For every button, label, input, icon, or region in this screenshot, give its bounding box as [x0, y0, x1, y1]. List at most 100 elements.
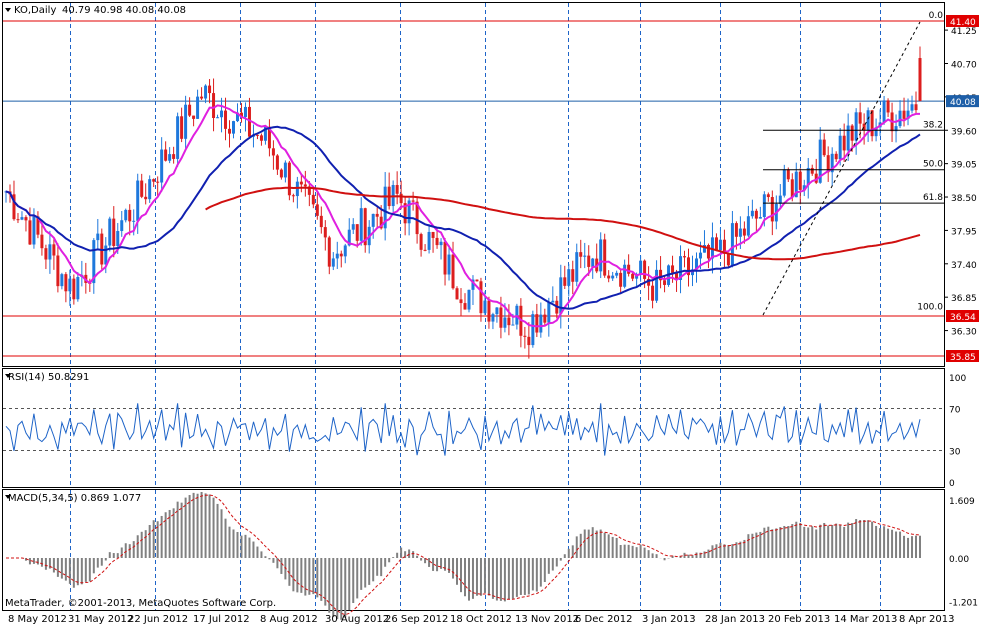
y-tick-label: 38.50 [951, 194, 977, 204]
candle-body [263, 126, 267, 141]
candle-body [918, 58, 922, 102]
candle-body [124, 209, 128, 221]
candle-body [152, 179, 156, 182]
candle-body [818, 139, 822, 183]
candle-body [535, 314, 539, 333]
candle-body [694, 258, 698, 270]
candle-body [882, 100, 886, 123]
candle-body [663, 280, 667, 285]
candle-body [539, 314, 543, 333]
price-panel[interactable] [2, 2, 945, 367]
candle-body [714, 237, 718, 251]
candle-body [48, 244, 52, 260]
candle-body [499, 307, 503, 328]
candle-body [267, 126, 271, 149]
candle-body [427, 231, 431, 250]
macd-tick-label: 1.609 [949, 497, 975, 507]
candle-body [447, 254, 451, 275]
x-tick-label: 6 Dec 2012 [575, 614, 633, 625]
candle-body [655, 269, 659, 301]
candle-body [571, 269, 575, 282]
fib-level-label: 61.8 [923, 193, 943, 203]
candle-body [790, 179, 794, 198]
price-tag [946, 350, 979, 362]
x-tick-label: 26 Sep 2012 [385, 614, 448, 625]
candle-body [846, 125, 850, 151]
candle-body [471, 279, 475, 290]
candle-body [36, 216, 40, 235]
candle-body [567, 269, 571, 286]
rsi-indicator [3, 403, 944, 456]
candle-body [52, 244, 56, 256]
candle-body [479, 281, 483, 314]
candle-body [172, 154, 176, 159]
candle-body [419, 234, 423, 250]
candle-body [108, 218, 112, 246]
fib-level-label: 100.0 [917, 302, 943, 312]
candle-body [870, 110, 874, 137]
candle-body [738, 228, 742, 237]
candle-body [603, 239, 607, 276]
symbol-label: KO,Daily [14, 5, 56, 16]
candle-body [563, 277, 567, 286]
candle-body [359, 208, 363, 241]
candle-body [116, 231, 120, 246]
fib-level-label: 50.0 [923, 160, 943, 170]
candle-body [12, 194, 16, 220]
candle-body [299, 181, 303, 185]
ohlc-readout: 40.79 40.98 40.08 40.08 [62, 5, 186, 16]
x-tick-label: 13 Nov 2012 [515, 614, 579, 625]
candle-body [32, 216, 36, 245]
candle-body [710, 237, 714, 259]
candle-body [224, 110, 228, 129]
candle-body [810, 167, 814, 174]
candle-body [850, 125, 854, 141]
fib-trendline[interactable] [762, 21, 921, 316]
candle-body [483, 300, 487, 314]
candle-body [619, 272, 623, 287]
candle-body [874, 127, 878, 137]
candle-body [72, 278, 76, 300]
candle-body [894, 126, 898, 132]
candle-body [144, 196, 148, 200]
candle-body [706, 245, 710, 259]
candle-body [838, 135, 842, 160]
candle-body [679, 256, 683, 280]
fibonacci-retracement[interactable]: 0.0 38.2 50.0 61.8 100.0 [762, 11, 944, 316]
moving-averages [5, 104, 921, 328]
candle-body [120, 220, 124, 232]
candle-body [64, 274, 68, 292]
candle-body [575, 252, 579, 282]
candle-body [643, 260, 647, 279]
rsi-dropdown-icon[interactable] [5, 374, 11, 378]
candle-body [140, 180, 144, 197]
candle-body [814, 173, 818, 183]
x-tick-label: 17 Jul 2012 [193, 614, 250, 625]
candle-body [128, 209, 132, 222]
candle-body [547, 302, 551, 323]
candle-body [639, 260, 643, 274]
x-tick-label: 8 May 2012 [8, 614, 67, 625]
candle-body [503, 317, 507, 328]
candle-body [746, 216, 750, 236]
rsi-tick-label: 0 [949, 479, 955, 489]
candle-body [180, 116, 184, 139]
x-tick-label: 20 Feb 2013 [768, 614, 830, 625]
candle-body [379, 216, 383, 229]
candle-body [407, 200, 411, 224]
macd-dropdown-icon[interactable] [5, 495, 11, 499]
candle-body [866, 110, 870, 131]
candle-body [351, 224, 355, 230]
candle-body [164, 149, 168, 161]
x-tick-label: 30 Aug 2012 [325, 614, 389, 625]
candle-body [315, 204, 319, 216]
candle-body [423, 249, 427, 251]
candle-body [687, 257, 691, 276]
candle-body [255, 134, 259, 136]
candle-body [862, 123, 866, 131]
candle-body [92, 240, 96, 284]
candle-body [631, 273, 635, 279]
dropdown-arrow-icon[interactable] [5, 8, 11, 12]
